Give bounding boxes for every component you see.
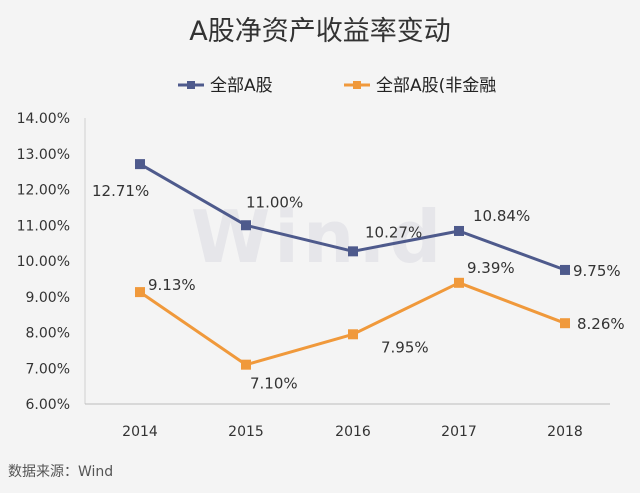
data-point — [241, 359, 251, 370]
data-point — [454, 277, 464, 288]
x-tick-label: 2017 — [441, 424, 477, 440]
data-point — [135, 287, 145, 298]
y-tick-label: 8.00% — [26, 326, 70, 342]
x-tick-label: 2018 — [547, 424, 583, 440]
data-point — [348, 246, 358, 257]
data-label: 8.26% — [577, 315, 625, 333]
x-tick-label: 2015 — [228, 424, 264, 440]
y-tick-label: 7.00% — [26, 361, 70, 377]
series-group — [135, 159, 570, 370]
source-note: 数据来源：Wind — [8, 464, 113, 480]
data-label: 7.10% — [250, 375, 298, 393]
series-line — [139, 281, 566, 367]
x-axis-ticks: 2014 2015 2016 2017 2018 — [122, 424, 583, 440]
data-point — [454, 225, 464, 236]
data-label: 9.75% — [573, 262, 621, 280]
data-label: 10.84% — [473, 207, 530, 225]
y-tick-label: 13.00% — [17, 147, 70, 163]
data-label: 12.71% — [92, 182, 149, 200]
legend-swatch-marker — [353, 81, 361, 89]
y-tick-label: 10.00% — [17, 254, 70, 270]
y-axis-ticks: 6.00% 7.00% 8.00% 9.00% 10.00% 11.00% 12.00% 13… — [17, 111, 70, 413]
y-tick-label: 6.00% — [26, 397, 70, 413]
data-labels: 12.71% 11.00% 10.27% 10.84% 9.75% 9.13% 7.10% 7… — [92, 182, 625, 393]
data-point — [241, 220, 251, 231]
y-tick-label: 11.00% — [17, 218, 70, 234]
data-label: 10.27% — [365, 223, 422, 241]
data-label: 7.95% — [381, 338, 429, 356]
watermark: Win.d — [191, 195, 445, 279]
data-label: 11.00% — [246, 193, 303, 211]
legend-label: 全部A股 — [210, 76, 273, 96]
legend-label: 全部A股(非金融 — [376, 76, 496, 96]
data-point — [560, 264, 570, 275]
y-tick-label: 14.00% — [17, 111, 70, 127]
x-tick-label: 2014 — [122, 424, 158, 440]
chart-title: A股净资产收益率变动 — [189, 16, 450, 47]
y-tick-label: 12.00% — [17, 183, 70, 199]
x-tick-label: 2016 — [335, 424, 371, 440]
data-point — [560, 318, 570, 329]
data-label: 9.13% — [148, 276, 196, 294]
legend-swatch-marker — [187, 81, 195, 89]
y-tick-label: 9.00% — [26, 290, 70, 306]
legend: 全部A股 全部A股(非金融 — [178, 76, 496, 96]
data-point — [348, 329, 358, 340]
data-label: 9.39% — [467, 259, 515, 277]
data-point — [135, 159, 145, 170]
